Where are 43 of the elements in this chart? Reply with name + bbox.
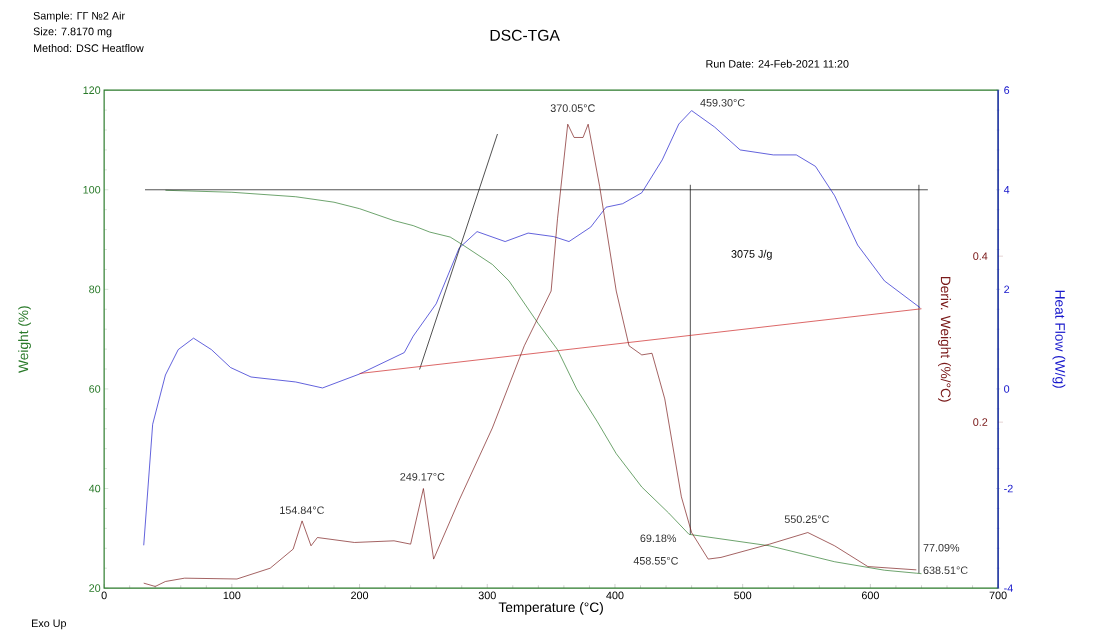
annotation: 154.84°C: [280, 506, 324, 514]
y-tick-label: 80: [89, 285, 101, 294]
y2-tick-label: 2: [1004, 285, 1010, 294]
x-axis-title: Temperature (°C): [498, 601, 603, 615]
y-tick-label: 120: [83, 86, 101, 94]
y3-tick-label: 0.2: [973, 418, 988, 426]
text: Size: 7.8170 mg: [33, 27, 112, 38]
annotation: 459.30°C: [700, 98, 745, 107]
x-tick-label: 200: [351, 591, 369, 600]
y-tick-label: 20: [89, 584, 101, 592]
y2-tick-label: 6: [1004, 86, 1010, 94]
annotation: 458.55°C: [633, 556, 679, 565]
x-tick-label: 400: [606, 591, 624, 600]
y2-tick-label: 4: [1003, 185, 1010, 194]
y3-axis-title: Deriv. Weight (%/°C): [938, 276, 951, 402]
annotation: 249.17°C: [400, 472, 445, 481]
annotation: 550.25°C: [784, 515, 829, 523]
text: Exo Up: [32, 619, 67, 630]
annotation: 69.18%: [640, 534, 677, 542]
y2-axis-title: Heat Flow (W/g): [1052, 290, 1066, 388]
annotation: 77.09%: [923, 543, 960, 552]
y2-tick-label: -4: [1004, 584, 1013, 592]
y-tick-label: 60: [89, 385, 101, 393]
y2-tick-label: 0: [1004, 385, 1010, 393]
x-tick-label: 700: [989, 591, 1007, 600]
x-tick-label: 0: [101, 591, 107, 600]
x-tick-label: 100: [223, 591, 241, 600]
x-tick-label: 600: [861, 591, 879, 600]
y-axis-title: Weight (%): [18, 306, 31, 373]
text: Sample: ГГ №2 Air: [33, 11, 125, 22]
x-tick-label: 300: [478, 591, 496, 600]
y3-tick-label: 0.4: [973, 252, 988, 260]
y-tick-label: 100: [83, 185, 101, 194]
x-tick-label: 500: [734, 591, 752, 600]
text: Method: DSC Heatflow: [33, 43, 144, 52]
y-tick-label: 40: [88, 484, 101, 493]
annotation: 3075 J/g: [731, 249, 772, 260]
y2-tick-label: -2: [1004, 484, 1013, 493]
line-series: [165, 189, 922, 574]
text: Run Date: 24-Feb-2021 11:20: [706, 59, 849, 68]
chart-title: DSC-TGA: [490, 29, 560, 41]
annotation: 638.51°C: [923, 566, 968, 574]
annotation: 370.05°C: [550, 104, 595, 112]
